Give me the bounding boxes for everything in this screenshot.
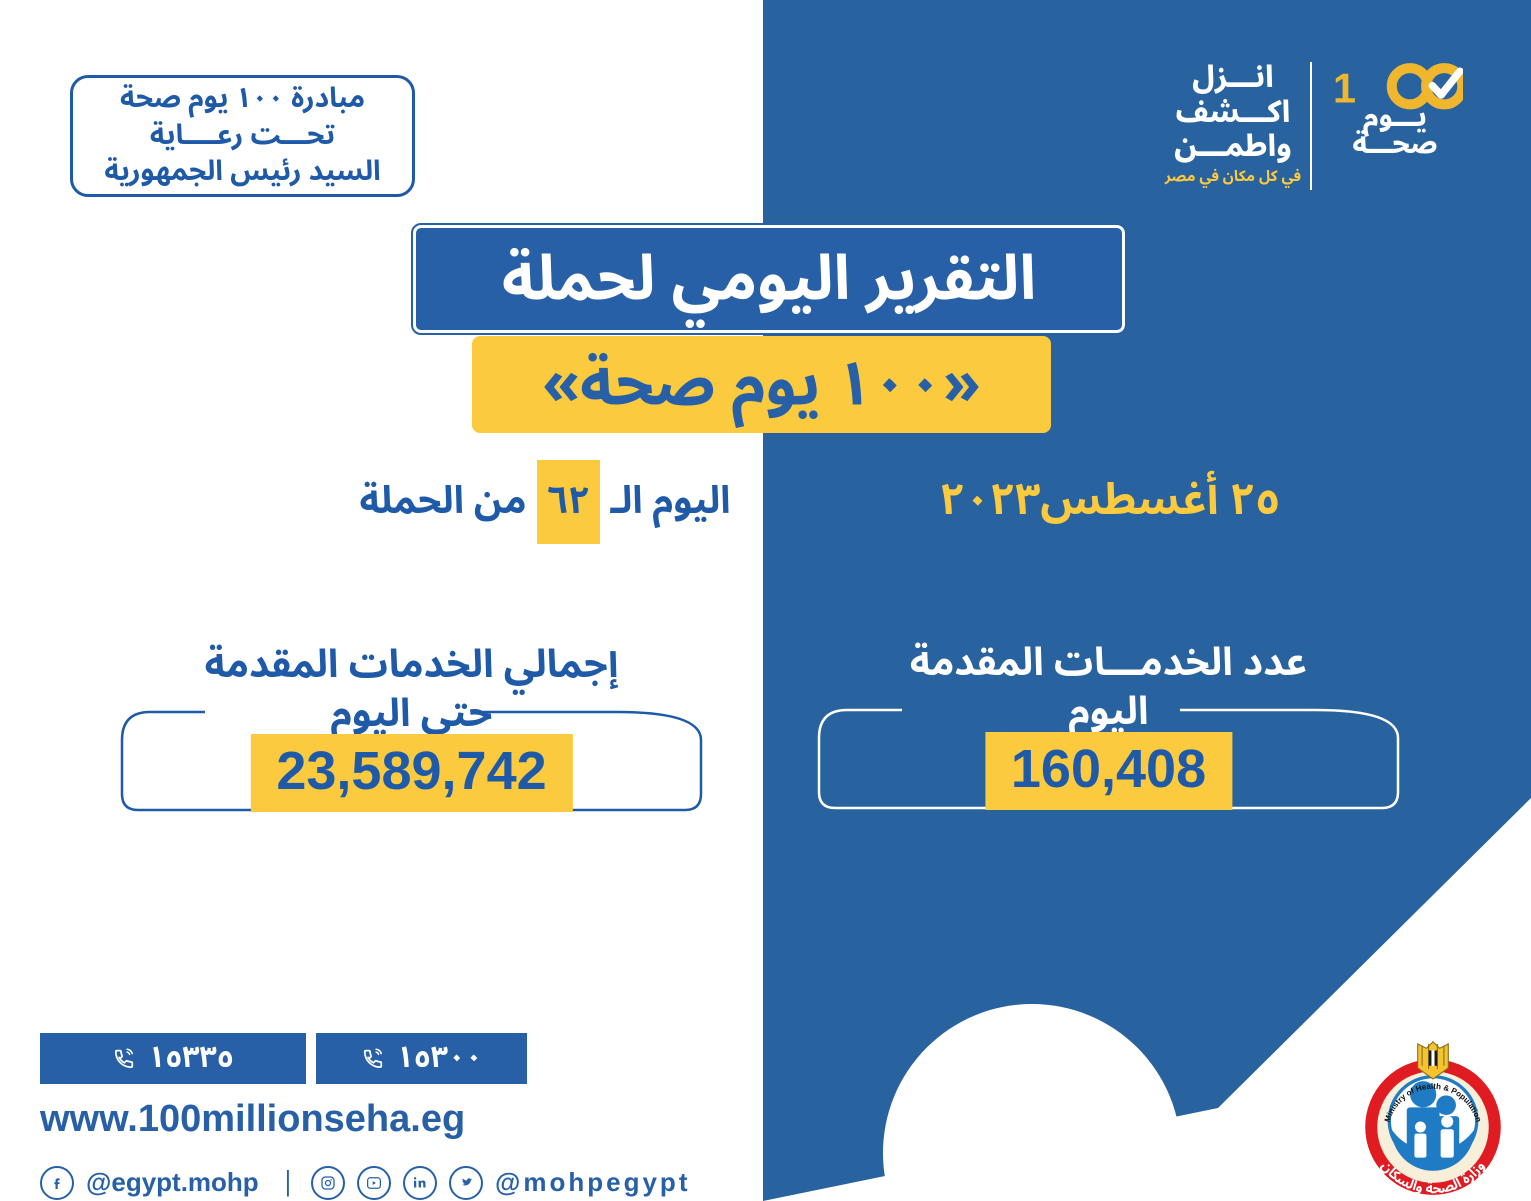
svg-text:1: 1 — [1333, 66, 1356, 111]
